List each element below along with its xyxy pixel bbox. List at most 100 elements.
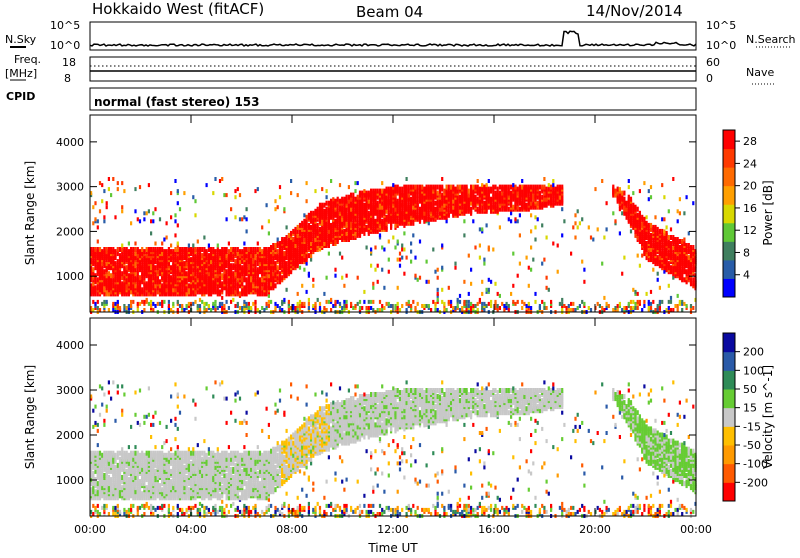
cpid-label: CPID xyxy=(6,90,35,103)
power-cell xyxy=(241,306,243,310)
power-cell xyxy=(574,221,576,225)
power-cell xyxy=(681,300,683,304)
power-cell xyxy=(257,187,259,191)
power-cell xyxy=(317,223,319,228)
power-cell xyxy=(652,225,654,230)
power-cell xyxy=(183,191,185,195)
power-cell xyxy=(299,304,301,308)
power-cell xyxy=(481,306,483,310)
power-cell xyxy=(543,302,545,306)
power-cell xyxy=(494,306,496,310)
power-cell xyxy=(432,185,434,190)
power-cell xyxy=(206,308,208,312)
power-cell xyxy=(146,211,148,215)
power-cell xyxy=(548,288,550,292)
power-cell xyxy=(561,207,563,211)
power-cell xyxy=(514,185,516,190)
power-cell xyxy=(459,195,461,200)
power-cell xyxy=(679,245,681,250)
power-cell xyxy=(490,304,492,308)
power-cell xyxy=(279,195,281,199)
power-cell xyxy=(672,276,674,280)
power-cell xyxy=(172,249,174,254)
power-cell xyxy=(128,273,130,278)
power-cell xyxy=(463,233,465,237)
power-cell xyxy=(343,284,345,288)
freq-tick-top: 18 xyxy=(62,56,76,69)
power-cell xyxy=(274,306,276,310)
power-cell xyxy=(579,304,581,308)
power-cell xyxy=(323,306,325,310)
power-cell xyxy=(134,209,136,213)
power-cell xyxy=(159,247,161,252)
power-cell xyxy=(381,189,383,194)
power-cell xyxy=(386,215,388,220)
power-cell xyxy=(541,223,543,227)
power-cell xyxy=(532,258,534,262)
power-cell xyxy=(370,248,372,252)
power-cell xyxy=(432,248,434,252)
power-cell xyxy=(354,304,356,308)
power-cell xyxy=(450,185,452,190)
power-cell xyxy=(481,183,483,187)
power-cell xyxy=(459,308,461,312)
power-cell xyxy=(574,236,576,240)
power-cell xyxy=(641,308,643,312)
power-cell xyxy=(668,209,670,213)
power-cell xyxy=(214,177,216,181)
power-cell xyxy=(179,304,181,308)
power-cell xyxy=(526,304,528,308)
power-cell xyxy=(590,308,592,312)
power-cell xyxy=(434,302,436,306)
power-cell xyxy=(372,308,374,312)
power-cell xyxy=(106,247,108,252)
power-cell xyxy=(139,275,141,280)
power-cell xyxy=(139,219,141,223)
colorbar-segment xyxy=(723,149,735,168)
power-cell xyxy=(388,187,390,192)
power-cell xyxy=(303,219,305,224)
power-cell xyxy=(477,185,479,190)
power-cell xyxy=(534,238,536,242)
power-cell xyxy=(677,294,679,298)
power-cell xyxy=(308,213,310,218)
power-cell xyxy=(192,195,194,199)
power-cell xyxy=(221,306,223,310)
power-cell xyxy=(254,247,256,252)
power-cell xyxy=(370,264,372,268)
power-cell xyxy=(359,300,361,304)
power-cell xyxy=(630,306,632,310)
power-cell xyxy=(450,304,452,308)
power-cell xyxy=(199,304,201,308)
power-cell xyxy=(212,191,214,195)
power-cell xyxy=(686,195,688,199)
power-cell xyxy=(226,217,228,221)
power-cell xyxy=(570,308,572,312)
power-cell xyxy=(323,203,325,208)
power-cell xyxy=(281,300,283,304)
power-cell xyxy=(568,308,570,312)
power-cell xyxy=(534,225,536,229)
power-cell xyxy=(448,300,450,304)
power-cell xyxy=(621,191,623,196)
power-cell xyxy=(381,181,383,185)
power-cell xyxy=(354,189,356,193)
power-cell xyxy=(632,288,634,292)
power-cell xyxy=(179,207,181,211)
power-cell xyxy=(412,233,414,237)
power-cell xyxy=(159,302,161,306)
power-cell xyxy=(650,302,652,306)
power-cell xyxy=(334,300,336,304)
power-cell xyxy=(232,298,234,302)
power-cell xyxy=(163,238,165,242)
power-cell xyxy=(406,177,408,181)
power-cell xyxy=(601,306,603,310)
power-cell xyxy=(148,247,150,252)
power-cell xyxy=(292,229,294,234)
power-cell xyxy=(434,207,436,212)
power-cell xyxy=(690,245,692,250)
power-cell xyxy=(352,306,354,310)
power-cell xyxy=(397,258,399,262)
power-cell xyxy=(514,217,516,221)
power-cell xyxy=(246,217,248,221)
